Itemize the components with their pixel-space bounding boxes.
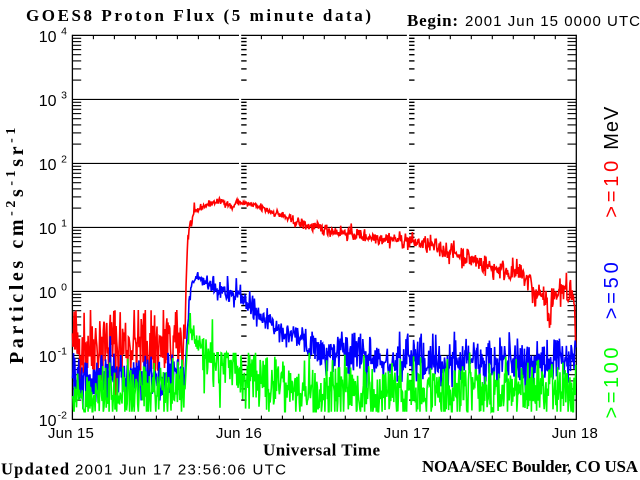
svg-text:-1: -1 bbox=[58, 345, 67, 357]
svg-text:10: 10 bbox=[39, 93, 57, 110]
svg-text:2: 2 bbox=[61, 153, 67, 165]
svg-text:0: 0 bbox=[61, 281, 67, 293]
svg-text:Jun 18: Jun 18 bbox=[552, 425, 598, 442]
svg-text:Particles cm-2s-1sr-1: Particles cm-2s-1sr-1 bbox=[4, 124, 28, 364]
svg-text:10: 10 bbox=[39, 413, 57, 430]
svg-text:3: 3 bbox=[61, 89, 67, 101]
svg-text:10: 10 bbox=[39, 285, 57, 302]
svg-text:Begin:: Begin: bbox=[407, 11, 458, 30]
svg-text:-2: -2 bbox=[58, 409, 67, 421]
svg-text:10: 10 bbox=[39, 157, 57, 174]
svg-text:Jun 15: Jun 15 bbox=[48, 425, 94, 442]
svg-text:10: 10 bbox=[39, 221, 57, 238]
svg-text:Jun 17: Jun 17 bbox=[384, 425, 430, 442]
svg-text:>=100: >=100 bbox=[601, 348, 623, 419]
svg-text:10: 10 bbox=[39, 349, 57, 366]
svg-text:2001 Jun 17 23:56:06 UTC: 2001 Jun 17 23:56:06 UTC bbox=[75, 462, 286, 479]
svg-text:10: 10 bbox=[39, 29, 57, 46]
svg-text:4: 4 bbox=[61, 25, 67, 37]
svg-text:Universal Time: Universal Time bbox=[263, 441, 380, 460]
svg-text:GOES8 Proton Flux (5 minute da: GOES8 Proton Flux (5 minute data) bbox=[26, 6, 371, 25]
svg-text:Updated: Updated bbox=[1, 460, 69, 479]
svg-text:2001 Jun 15 0000 UTC: 2001 Jun 15 0000 UTC bbox=[465, 13, 640, 30]
svg-text:NOAA/SEC Boulder, CO USA: NOAA/SEC Boulder, CO USA bbox=[422, 457, 639, 476]
svg-text:1: 1 bbox=[61, 217, 67, 229]
svg-text:MeV: MeV bbox=[601, 106, 623, 150]
svg-text:Jun 16: Jun 16 bbox=[216, 425, 262, 442]
